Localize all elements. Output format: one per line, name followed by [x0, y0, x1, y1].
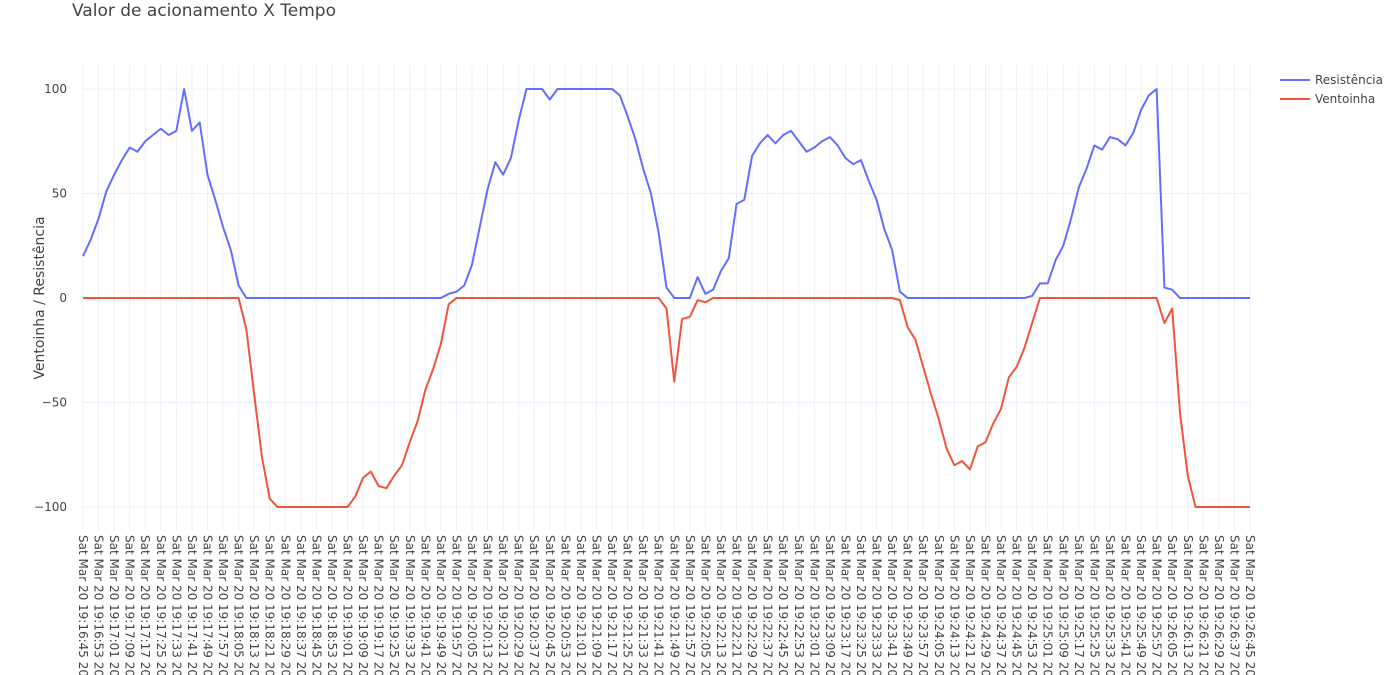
x-tick-label: Sat Mar 20 19:22:53 202	[792, 535, 806, 675]
line-series	[83, 297, 1250, 509]
x-tick-label: Sat Mar 20 19:18:05 202	[232, 535, 246, 675]
x-tick-label: Sat Mar 20 19:25:01 202	[1041, 535, 1055, 675]
y-axis-title: Ventoinha / Resistência	[32, 216, 48, 379]
x-tick-label: Sat Mar 20 19:22:37 202	[761, 535, 775, 675]
x-tick-label: Sat Mar 20 19:22:29 202	[745, 535, 759, 675]
x-tick-label: Sat Mar 20 19:24:05 202	[932, 535, 946, 675]
x-tick-label: Sat Mar 20 19:24:37 202	[994, 535, 1008, 675]
x-tick-label: Sat Mar 20 19:19:33 202	[403, 535, 417, 675]
x-tick-label: Sat Mar 20 19:20:21 202	[496, 535, 510, 675]
x-tick-label: Sat Mar 20 19:17:17 202	[138, 535, 152, 675]
x-tick-label: Sat Mar 20 19:25:57 202	[1150, 535, 1164, 675]
x-tick-label: Sat Mar 20 19:20:05 202	[465, 535, 479, 675]
x-tick-label: Sat Mar 20 19:20:45 202	[543, 535, 557, 675]
y-tick-label: 50	[52, 187, 67, 201]
x-tick-label: Sat Mar 20 19:23:25 202	[854, 535, 868, 675]
x-tick-label: Sat Mar 20 19:22:13 202	[714, 535, 728, 675]
x-tick-label: Sat Mar 20 19:23:01 202	[807, 535, 821, 675]
x-tick-label: Sat Mar 20 19:26:29 202	[1212, 535, 1226, 675]
x-tick-label: Sat Mar 20 19:21:25 202	[621, 535, 635, 675]
x-tick-label: Sat Mar 20 19:19:57 202	[449, 535, 463, 675]
x-tick-label: Sat Mar 20 19:23:17 202	[838, 535, 852, 675]
x-tick-label: Sat Mar 20 19:19:01 202	[341, 535, 355, 675]
x-tick-label: Sat Mar 20 19:20:29 202	[512, 535, 526, 675]
x-tick-label: Sat Mar 20 19:18:45 202	[309, 535, 323, 675]
x-tick-label: Sat Mar 20 19:24:45 202	[1010, 535, 1024, 675]
x-tick-label: Sat Mar 20 19:17:57 202	[216, 535, 230, 675]
y-tick-label: 0	[59, 291, 67, 305]
x-tick-label: Sat Mar 20 19:17:25 202	[154, 535, 168, 675]
x-tick-label: Sat Mar 20 19:24:29 202	[978, 535, 992, 675]
x-tick-label: Sat Mar 20 19:26:05 202	[1165, 535, 1179, 675]
x-tick-label: Sat Mar 20 19:21:33 202	[636, 535, 650, 675]
x-tick-label: Sat Mar 20 19:19:17 202	[372, 535, 386, 675]
x-tick-label: Sat Mar 20 19:25:09 202	[1056, 535, 1070, 675]
chart-title: Valor de acionamento X Tempo	[72, 1, 336, 21]
x-tick-label: Sat Mar 20 19:19:25 202	[387, 535, 401, 675]
x-tick-label: Sat Mar 20 19:23:41 202	[885, 535, 899, 675]
x-tick-label: Sat Mar 20 19:17:33 202	[169, 535, 183, 675]
x-tick-label: Sat Mar 20 19:26:21 202	[1196, 535, 1210, 675]
x-tick-label: Sat Mar 20 19:21:01 202	[574, 535, 588, 675]
x-tick-label: Sat Mar 20 19:20:13 202	[481, 535, 495, 675]
x-tick-label: Sat Mar 20 19:21:09 202	[589, 535, 603, 675]
x-tick-label: Sat Mar 20 19:23:49 202	[901, 535, 915, 675]
x-tick-label: Sat Mar 20 19:18:29 202	[278, 535, 292, 675]
y-tick-label: −100	[34, 500, 67, 514]
x-tick-label: Sat Mar 20 19:21:57 202	[683, 535, 697, 675]
x-tick-label: Sat Mar 20 19:19:49 202	[434, 535, 448, 675]
x-tick-label: Sat Mar 20 19:26:45 202	[1243, 535, 1257, 675]
x-tick-label: Sat Mar 20 19:16:45 202	[76, 535, 90, 675]
x-tick-label: Sat Mar 20 19:19:09 202	[356, 535, 370, 675]
x-tick-label: Sat Mar 20 19:17:01 202	[107, 535, 121, 675]
x-tick-label: Sat Mar 20 19:22:45 202	[776, 535, 790, 675]
x-tick-label: Sat Mar 20 19:24:21 202	[963, 535, 977, 675]
x-tick-label: Sat Mar 20 19:25:25 202	[1087, 535, 1101, 675]
y-tick-label: 100	[44, 82, 67, 96]
x-tick-label: Sat Mar 20 19:24:53 202	[1025, 535, 1039, 675]
x-tick-label: Sat Mar 20 19:23:33 202	[870, 535, 884, 675]
x-tick-label: Sat Mar 20 19:16:53 202	[92, 535, 106, 675]
x-tick-label: Sat Mar 20 19:20:53 202	[558, 535, 572, 675]
line-series	[82, 88, 1250, 300]
x-tick-label: Sat Mar 20 19:23:09 202	[823, 535, 837, 675]
y-tick-label: −50	[42, 396, 67, 410]
x-tick-label: Sat Mar 20 19:25:41 202	[1119, 535, 1133, 675]
x-tick-label: Sat Mar 20 19:22:05 202	[698, 535, 712, 675]
x-tick-label: Sat Mar 20 19:25:49 202	[1134, 535, 1148, 675]
x-tick-label: Sat Mar 20 19:25:17 202	[1072, 535, 1086, 675]
x-tick-label: Sat Mar 20 19:24:13 202	[947, 535, 961, 675]
x-tick-label: Sat Mar 20 19:18:53 202	[325, 535, 339, 675]
legend-label: Ventoinha	[1315, 92, 1375, 106]
x-tick-label: Sat Mar 20 19:26:37 202	[1227, 535, 1241, 675]
x-tick-label: Sat Mar 20 19:21:17 202	[605, 535, 619, 675]
x-tick-label: Sat Mar 20 19:19:41 202	[418, 535, 432, 675]
x-tick-label: Sat Mar 20 19:22:21 202	[730, 535, 744, 675]
x-tick-label: Sat Mar 20 19:17:41 202	[185, 535, 199, 675]
x-tick-label: Sat Mar 20 19:18:21 202	[263, 535, 277, 675]
x-tick-label: Sat Mar 20 19:17:49 202	[200, 535, 214, 675]
x-tick-label: Sat Mar 20 19:18:13 202	[247, 535, 261, 675]
legend-label: Resistência	[1315, 73, 1383, 87]
x-tick-label: Sat Mar 20 19:21:41 202	[652, 535, 666, 675]
x-tick-label: Sat Mar 20 19:18:37 202	[294, 535, 308, 675]
x-tick-label: Sat Mar 20 19:20:37 202	[527, 535, 541, 675]
x-tick-label: Sat Mar 20 19:21:49 202	[667, 535, 681, 675]
x-tick-label: Sat Mar 20 19:25:33 202	[1103, 535, 1117, 675]
x-tick-label: Sat Mar 20 19:26:13 202	[1181, 535, 1195, 675]
x-tick-label: Sat Mar 20 19:17:09 202	[123, 535, 137, 675]
x-tick-label: Sat Mar 20 19:23:57 202	[916, 535, 930, 675]
